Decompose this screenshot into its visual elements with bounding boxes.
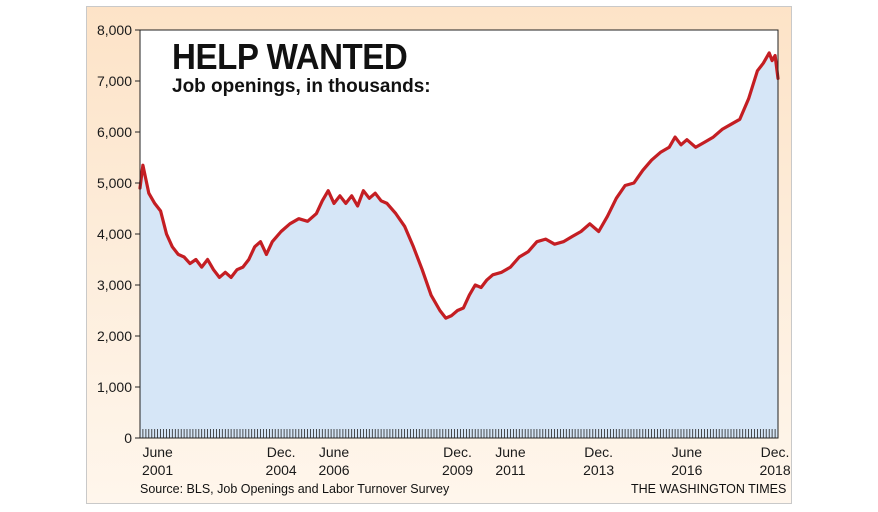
y-axis: 8,000 7,000 6,000 5,000 4,000 3,000 2,000 1,000… xyxy=(97,22,140,446)
plot-area-border xyxy=(139,29,779,439)
y-tick-label: 8,000 xyxy=(97,22,132,38)
x-tick-label-month: Dec. xyxy=(267,444,296,460)
x-tick-label-month: Dec. xyxy=(443,444,472,460)
month-ticks xyxy=(139,429,779,438)
x-tick-label-year: 2001 xyxy=(142,462,173,478)
x-tick-label-month: June xyxy=(672,444,703,460)
x-tick-label-month: Dec. xyxy=(761,444,790,460)
x-tick-label-month: June xyxy=(319,444,350,460)
x-tick-label-year: 2016 xyxy=(671,462,702,478)
area-layer xyxy=(138,51,780,439)
x-tick-label-month: June xyxy=(142,444,173,460)
y-tick-label: 1,000 xyxy=(97,379,132,395)
series-line-0 xyxy=(138,51,780,320)
x-tick-label-year: 2013 xyxy=(583,462,614,478)
chart-title: HELP WANTED xyxy=(172,36,408,77)
x-tick-label-year: 2004 xyxy=(266,462,297,478)
x-tick-label-year: 2009 xyxy=(442,462,473,478)
y-tick-label: 7,000 xyxy=(97,73,132,89)
y-tick-label: 6,000 xyxy=(97,124,132,140)
credit-note: THE WASHINGTON TIMES xyxy=(631,482,787,496)
chart-subtitle: Job openings, in thousands: xyxy=(172,76,431,97)
y-tick-label: 3,000 xyxy=(97,277,132,293)
x-tick-label-year: 2018 xyxy=(759,462,790,478)
x-tick-label-year: 2011 xyxy=(495,462,525,478)
x-tick-label-year: 2006 xyxy=(318,462,349,478)
x-tick-label-month: June xyxy=(495,444,526,460)
source-note: Source: BLS, Job Openings and Labor Turn… xyxy=(140,482,450,496)
x-tick-label-month: Dec. xyxy=(584,444,613,460)
y-tick-label: 0 xyxy=(124,430,132,446)
series-area-0 xyxy=(140,52,778,439)
y-tick-label: 2,000 xyxy=(97,328,132,344)
x-axis: June 2001 Dec. 2004 June 2006 Dec. 2009 June 2011… xyxy=(142,444,791,478)
y-tick-label: 5,000 xyxy=(97,175,132,191)
y-tick-label: 4,000 xyxy=(97,226,132,242)
